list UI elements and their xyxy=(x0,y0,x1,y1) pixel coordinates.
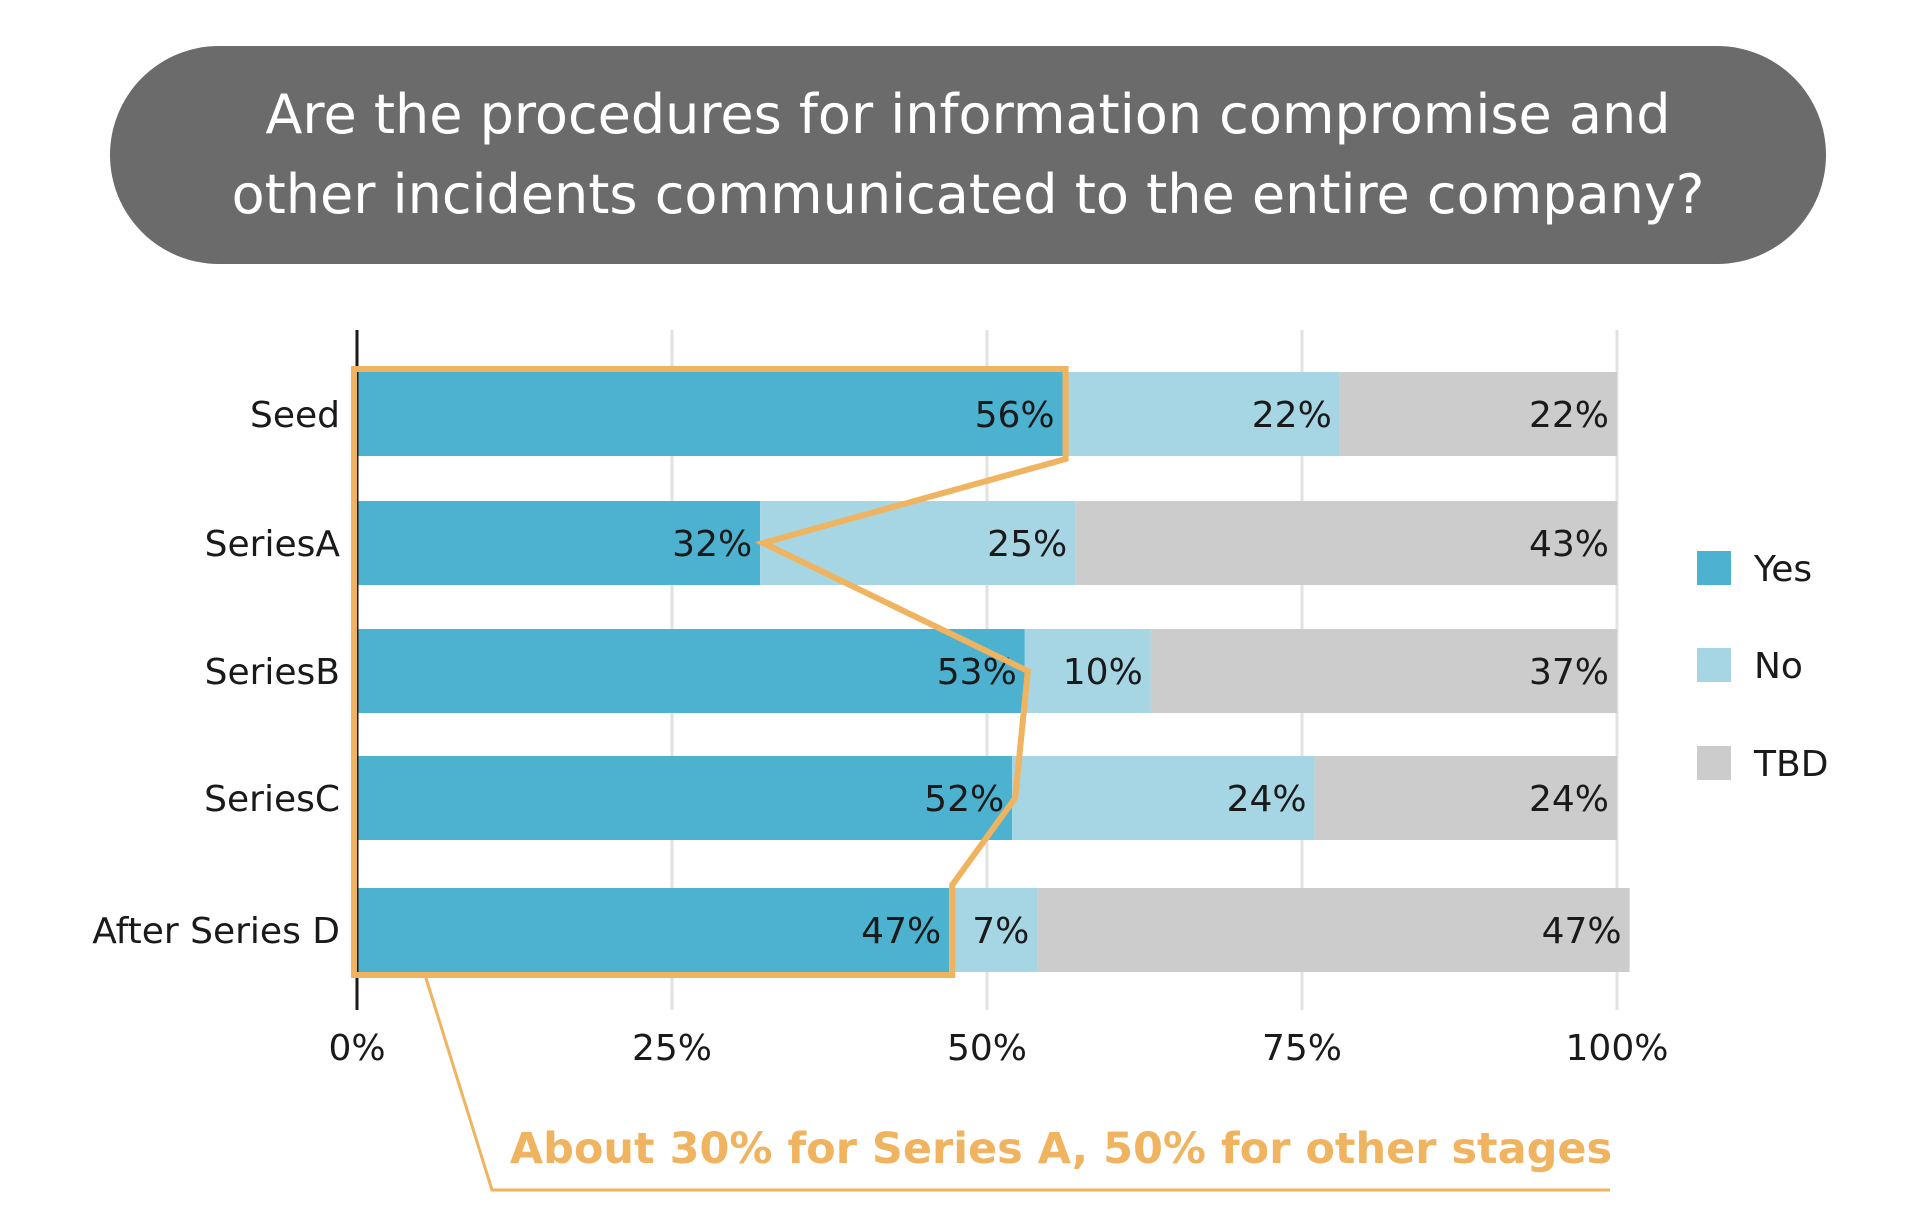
data-label-no-1: 25% xyxy=(987,524,1067,565)
category-label-2: SeriesB xyxy=(205,652,340,693)
bar-tbd-0 xyxy=(1339,372,1617,456)
bar-yes-3 xyxy=(357,756,1013,840)
data-label-yes-1: 32% xyxy=(672,524,752,565)
bar-tbd-3 xyxy=(1314,756,1617,840)
legend-swatch-yes xyxy=(1697,551,1731,585)
legend-label-tbd: TBD xyxy=(1753,744,1828,785)
data-label-no-4: 7% xyxy=(972,911,1029,952)
bar-tbd-1 xyxy=(1075,501,1617,585)
bar-tbd-2 xyxy=(1150,629,1617,713)
category-label-3: SeriesC xyxy=(204,779,340,820)
x-tick-label-100: 100% xyxy=(1566,1028,1669,1069)
data-label-yes-4: 47% xyxy=(861,911,941,952)
data-label-tbd-3: 24% xyxy=(1529,779,1609,820)
bar-no-2 xyxy=(1024,629,1151,713)
legend-swatch-no xyxy=(1697,648,1731,682)
highlight-outline xyxy=(351,366,1069,978)
legend-label-no: No xyxy=(1754,646,1803,687)
data-label-no-2: 10% xyxy=(1063,652,1143,693)
data-label-tbd-1: 43% xyxy=(1529,524,1609,565)
x-tick-label-75: 75% xyxy=(1262,1028,1342,1069)
category-label-1: SeriesA xyxy=(205,524,341,565)
chart-title-line-1: Are the procedures for information compr… xyxy=(265,83,1671,146)
category-label-4: After Series D xyxy=(92,911,340,952)
bar-no-0 xyxy=(1062,372,1340,456)
data-label-tbd-0: 22% xyxy=(1529,395,1609,436)
annotation-leader-line xyxy=(423,974,1610,1192)
bar-tbd-4 xyxy=(1037,888,1630,972)
bar-yes-1 xyxy=(357,501,761,585)
legend-swatch-tbd xyxy=(1697,746,1731,780)
data-label-no-0: 22% xyxy=(1252,395,1332,436)
data-label-tbd-4: 47% xyxy=(1542,911,1622,952)
x-tick-label-0: 0% xyxy=(328,1028,385,1069)
bar-yes-2 xyxy=(357,629,1025,713)
category-label-0: Seed xyxy=(250,395,340,436)
chart-title: Are the procedures for information compr… xyxy=(110,46,1826,264)
data-label-yes-0: 56% xyxy=(975,395,1055,436)
bar-no-3 xyxy=(1012,756,1315,840)
data-label-tbd-2: 37% xyxy=(1529,652,1609,693)
bar-yes-4 xyxy=(357,888,950,972)
chart-title-line-2: other incidents communicated to the enti… xyxy=(231,163,1705,226)
x-tick-label-25: 25% xyxy=(632,1028,712,1069)
data-label-no-3: 24% xyxy=(1227,779,1307,820)
data-label-yes-3: 52% xyxy=(924,779,1004,820)
bar-no-4 xyxy=(949,888,1038,972)
bar-no-1 xyxy=(760,501,1076,585)
annotation-text: About 30% for Series A, 50% for other st… xyxy=(510,1124,1612,1174)
bar-yes-0 xyxy=(357,372,1063,456)
x-tick-label-50: 50% xyxy=(947,1028,1027,1069)
legend-label-yes: Yes xyxy=(1753,549,1812,590)
